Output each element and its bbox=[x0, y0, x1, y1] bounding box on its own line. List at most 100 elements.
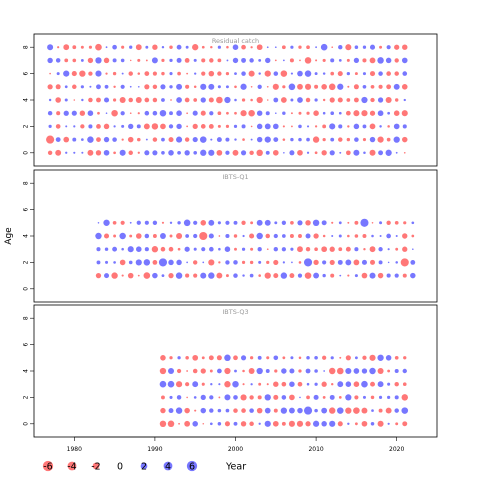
bubble bbox=[225, 150, 230, 155]
bubble bbox=[234, 138, 237, 141]
bubble bbox=[250, 85, 253, 88]
bubble bbox=[361, 380, 368, 388]
bubble bbox=[185, 45, 189, 49]
bubble bbox=[378, 84, 383, 89]
bubble bbox=[137, 112, 140, 115]
bubble bbox=[152, 150, 158, 156]
bubble bbox=[168, 408, 174, 414]
bubble bbox=[169, 72, 173, 76]
bubble bbox=[168, 137, 174, 143]
y-axis-label: Age bbox=[4, 227, 14, 245]
bubble bbox=[266, 260, 270, 265]
bubble bbox=[353, 110, 360, 117]
bubble bbox=[347, 125, 350, 128]
bubble bbox=[87, 110, 94, 116]
bubble bbox=[385, 407, 392, 414]
bubble bbox=[338, 234, 342, 238]
bubble bbox=[199, 231, 208, 241]
bubble bbox=[193, 273, 198, 278]
bubble bbox=[216, 149, 223, 156]
bubble bbox=[119, 232, 126, 240]
bubble bbox=[240, 110, 247, 117]
bubble bbox=[217, 111, 222, 116]
bubble bbox=[216, 272, 223, 279]
bubble bbox=[378, 71, 383, 76]
bubble bbox=[361, 368, 368, 374]
bubble bbox=[176, 57, 182, 63]
bubble bbox=[128, 123, 134, 130]
bubble bbox=[225, 220, 230, 225]
bubble bbox=[330, 71, 335, 76]
bubble bbox=[256, 110, 263, 116]
bubble bbox=[208, 355, 214, 361]
bubble bbox=[394, 381, 399, 387]
bubble bbox=[96, 260, 101, 265]
bubble bbox=[79, 110, 86, 116]
bubble bbox=[226, 45, 229, 49]
bubble bbox=[129, 59, 132, 62]
bubble bbox=[354, 137, 359, 142]
bubble bbox=[233, 220, 238, 225]
bubble bbox=[81, 138, 84, 141]
bubble bbox=[322, 124, 327, 129]
bubble bbox=[80, 58, 84, 62]
bubble bbox=[306, 356, 310, 360]
bubble bbox=[323, 370, 326, 372]
bubble bbox=[193, 85, 197, 89]
bubble bbox=[303, 258, 313, 267]
bubble bbox=[264, 394, 271, 401]
bubble bbox=[176, 368, 182, 374]
bubble bbox=[95, 57, 102, 64]
bubble bbox=[330, 58, 335, 63]
bubble bbox=[322, 395, 326, 399]
bubble bbox=[274, 46, 277, 49]
bubble bbox=[313, 110, 319, 116]
legend-bubble bbox=[67, 461, 77, 471]
bubble bbox=[64, 85, 68, 89]
bubble bbox=[378, 260, 383, 265]
bubble bbox=[152, 71, 157, 76]
bubble bbox=[177, 356, 181, 360]
bubble bbox=[137, 137, 141, 142]
bubble bbox=[314, 125, 318, 128]
bubble bbox=[151, 57, 158, 64]
bubble bbox=[200, 272, 207, 279]
bubble bbox=[281, 381, 287, 387]
bubble bbox=[218, 396, 221, 399]
bubble bbox=[55, 58, 61, 63]
bubble bbox=[321, 246, 328, 253]
bubble bbox=[345, 110, 351, 116]
bubble bbox=[73, 151, 76, 154]
bubble bbox=[225, 85, 229, 89]
bubble bbox=[121, 274, 124, 277]
bubble bbox=[241, 124, 246, 129]
bubble bbox=[304, 70, 312, 77]
bubble bbox=[306, 395, 310, 400]
bubble bbox=[393, 83, 400, 90]
bubble bbox=[273, 408, 278, 413]
bubble bbox=[56, 72, 60, 76]
bubble bbox=[354, 422, 358, 426]
bubble bbox=[81, 98, 84, 102]
bubble bbox=[200, 220, 207, 226]
bubble bbox=[394, 355, 399, 360]
bubble bbox=[87, 136, 94, 143]
bubble bbox=[65, 151, 68, 154]
bubble bbox=[175, 407, 183, 414]
bubble bbox=[103, 149, 110, 156]
bubble bbox=[49, 72, 51, 75]
bubble bbox=[200, 407, 207, 414]
bubble bbox=[88, 97, 93, 103]
bubble bbox=[185, 382, 190, 387]
bubble bbox=[282, 261, 285, 264]
bubble bbox=[151, 246, 159, 253]
bubble bbox=[160, 123, 166, 130]
bubble bbox=[410, 259, 416, 265]
bubble bbox=[395, 422, 399, 426]
bubble bbox=[403, 98, 406, 102]
bubble bbox=[216, 96, 223, 104]
bubble bbox=[113, 261, 116, 264]
bubble bbox=[298, 261, 302, 264]
bubble bbox=[234, 85, 237, 89]
bubble bbox=[377, 272, 384, 279]
